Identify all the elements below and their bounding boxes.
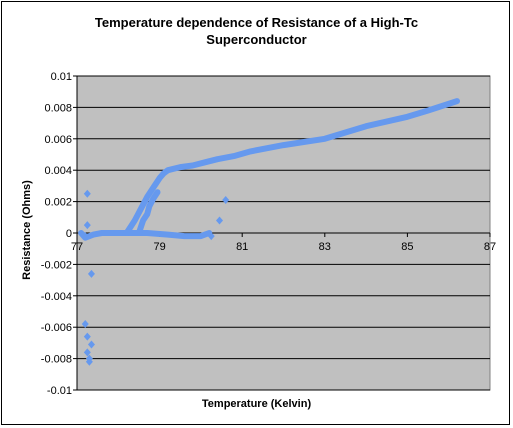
data-point [222,196,230,205]
data-point [81,232,89,241]
y-tick-label: -0.006 [41,322,72,334]
data-point [87,269,95,278]
data-point [81,320,89,329]
data-point [83,221,91,230]
x-tick-labels: 77 79 81 83 85 87 [71,241,496,253]
y-tick-label: -0.004 [41,291,72,303]
data-point [215,216,223,225]
data-point [83,189,91,198]
y-tick-label: 0.004 [44,165,72,177]
y-tick-label: -0.008 [41,354,72,366]
y-tick-labels: 0.01 0.008 0.006 0.004 0.002 0 -0.002 -0.004 -0.… [41,71,72,397]
data-trace [123,98,460,236]
data-point [87,340,95,349]
x-tick-label: 85 [401,241,413,253]
chart-title: Temperature dependence of Resistance of … [0,14,513,48]
y-tick-label: -0.002 [41,259,72,271]
x-axis-label: Temperature (Kelvin) [201,398,312,410]
chart-title-line-2: Superconductor [206,32,307,47]
x-tick-label: 77 [71,241,83,253]
y-tick-label: 0.006 [44,134,72,146]
y-tick-label: 0 [66,228,72,240]
data-point [83,332,91,341]
x-tick-label: 83 [319,241,331,253]
y-tick-label: 0.01 [51,71,72,83]
y-tick-label: -0.01 [47,385,72,397]
x-tick-label: 87 [484,241,496,253]
data-trace [78,230,213,241]
chart-title-line-1: Temperature dependence of Resistance of … [94,15,419,30]
y-tick-label: 0.002 [44,197,72,209]
data-point [83,348,91,357]
x-tick-label: 81 [236,241,248,253]
grid-lines [77,75,490,391]
data-point [85,357,93,366]
x-tick-label: 79 [153,241,165,253]
y-tick-label: 0.008 [44,102,72,114]
data-point [207,232,215,241]
data-trace [135,189,161,236]
data-points [78,98,460,366]
